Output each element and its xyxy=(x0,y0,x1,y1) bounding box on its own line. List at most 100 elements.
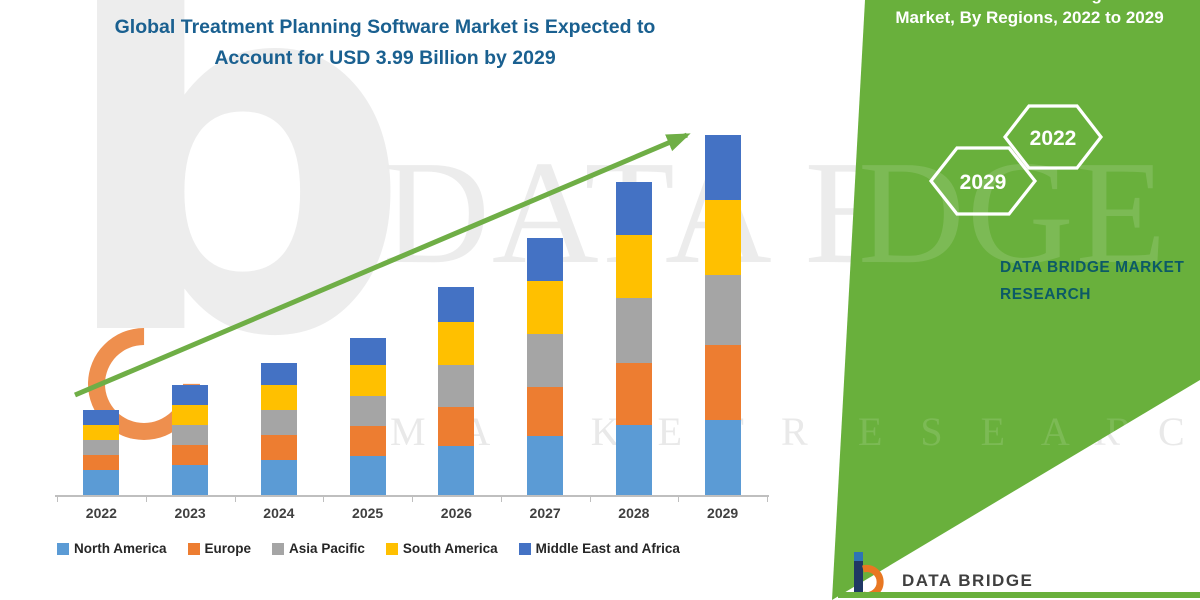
bar-segment xyxy=(438,446,475,495)
databridge-logo-icon xyxy=(854,552,884,597)
watermark-logo-b: b xyxy=(55,0,413,446)
bar-segment xyxy=(83,470,120,495)
bar-segment xyxy=(704,135,741,200)
bar-segment xyxy=(83,455,120,470)
stacked-bar-2024 xyxy=(260,363,297,495)
bar-segment xyxy=(349,426,386,456)
legend-label: Asia Pacific xyxy=(289,541,365,556)
stacked-bar-2028 xyxy=(615,182,652,495)
stacked-bar-2029 xyxy=(704,135,741,495)
bar-segment xyxy=(349,456,386,495)
legend-swatch xyxy=(385,542,398,555)
bar-segment xyxy=(615,425,652,495)
bar-segment xyxy=(172,465,209,495)
axis-tick xyxy=(500,497,502,502)
stacked-bar-2023 xyxy=(172,385,209,495)
bar-segment xyxy=(83,410,120,425)
legend-item: North America xyxy=(57,541,167,556)
chart-title-line2: Account for USD 3.99 Billion by 2029 xyxy=(214,47,556,70)
bar-segment xyxy=(83,425,120,440)
bar-segment xyxy=(172,425,209,445)
brand-line1: DATA BRIDGE MARKET xyxy=(1000,259,1185,276)
bar-segment xyxy=(527,387,564,436)
x-axis-label: 2028 xyxy=(618,505,650,521)
legend-item: Asia Pacific xyxy=(272,541,365,556)
stacked-bar-2022 xyxy=(83,410,120,495)
x-axis-label: 2022 xyxy=(85,505,117,521)
axis-tick xyxy=(57,497,58,502)
panel-heading-partial: Global Treatment Planning Software xyxy=(870,0,1195,6)
legend-swatch xyxy=(57,542,69,555)
databridge-logo-text: DATA BRIDGE xyxy=(902,571,1034,590)
stacked-bar-plot xyxy=(57,118,767,495)
hexagon-2029-label: 2029 xyxy=(960,171,1007,194)
axis-tick xyxy=(589,497,591,502)
legend-item: South America xyxy=(385,541,498,556)
bar-segment xyxy=(260,385,297,410)
bar-segment xyxy=(704,420,741,495)
axis-tick xyxy=(234,497,236,502)
x-axis-label: 2025 xyxy=(352,505,384,521)
bar-segment xyxy=(615,363,652,425)
bar-segment xyxy=(527,238,564,281)
hexagon-2022-label: 2022 xyxy=(1030,127,1077,150)
legend-label: Middle East and Africa xyxy=(535,541,680,556)
year-hexagons: 2029 2022 xyxy=(928,104,1104,216)
bar-segment xyxy=(704,200,741,275)
legend-swatch xyxy=(187,542,200,555)
panel-heading: Market, By Regions, 2022 to 2029 xyxy=(895,8,1164,27)
chart-legend: North America Europe Asia Pacific South Ame… xyxy=(57,541,773,556)
chart-title: Global Treatment Planning Software Marke… xyxy=(40,12,730,74)
x-axis-line xyxy=(55,495,769,497)
brand-line2: RESEARCH xyxy=(1000,286,1091,304)
footer-green-line xyxy=(838,592,1200,598)
legend-item: Middle East and Africa xyxy=(518,541,680,556)
bar-segment xyxy=(527,436,564,495)
bar-segment xyxy=(438,322,475,365)
bar-segment xyxy=(83,440,120,455)
bar-segment xyxy=(260,435,297,460)
bar-segment xyxy=(349,365,386,396)
legend-item: Europe xyxy=(187,541,252,556)
legend-label: North America xyxy=(74,541,167,556)
bar-segment xyxy=(615,235,652,298)
x-axis-label: 2026 xyxy=(440,505,472,521)
stacked-bar-2025 xyxy=(349,338,386,495)
stacked-bar-2026 xyxy=(438,287,475,495)
bar-segment xyxy=(527,334,564,387)
bar-segment xyxy=(615,298,652,363)
bar-segment xyxy=(260,410,297,435)
bar-segment xyxy=(349,396,386,426)
bar-segment xyxy=(704,345,741,420)
axis-tick xyxy=(323,497,325,502)
bar-segment xyxy=(172,405,209,425)
bar-segment xyxy=(260,363,297,385)
chart-title-line1: Global Treatment Planning Software Marke… xyxy=(114,16,656,38)
bar-segment xyxy=(527,281,564,334)
x-axis-label: 2029 xyxy=(707,505,739,521)
bar-segment xyxy=(438,407,475,446)
axis-tick xyxy=(767,497,768,502)
hexagon-2029 xyxy=(928,146,1038,216)
axis-tick xyxy=(145,497,147,502)
axis-tick xyxy=(678,497,680,502)
x-axis-ticks xyxy=(57,497,768,503)
trend-arrow-icon xyxy=(74,132,691,398)
x-axis-label: 2027 xyxy=(529,505,561,521)
legend-swatch xyxy=(272,542,285,555)
x-axis-label: 2023 xyxy=(174,505,206,521)
legend-label: South America xyxy=(402,541,498,556)
stacked-bar-2027 xyxy=(527,238,564,495)
bar-segment xyxy=(615,182,652,235)
bar-segment xyxy=(349,338,386,365)
panel-watermark-text: DGE xyxy=(858,131,1169,295)
legend-label: Europe xyxy=(204,541,252,556)
bar-segment xyxy=(438,287,475,322)
brand-text: DATA BRIDGE MARKET RESEARCH xyxy=(1000,254,1184,308)
bar-segment xyxy=(704,275,741,345)
bar-segment xyxy=(438,365,475,407)
x-axis-label: 2024 xyxy=(263,505,295,521)
bar-segment xyxy=(172,385,209,405)
axis-tick xyxy=(412,497,413,502)
